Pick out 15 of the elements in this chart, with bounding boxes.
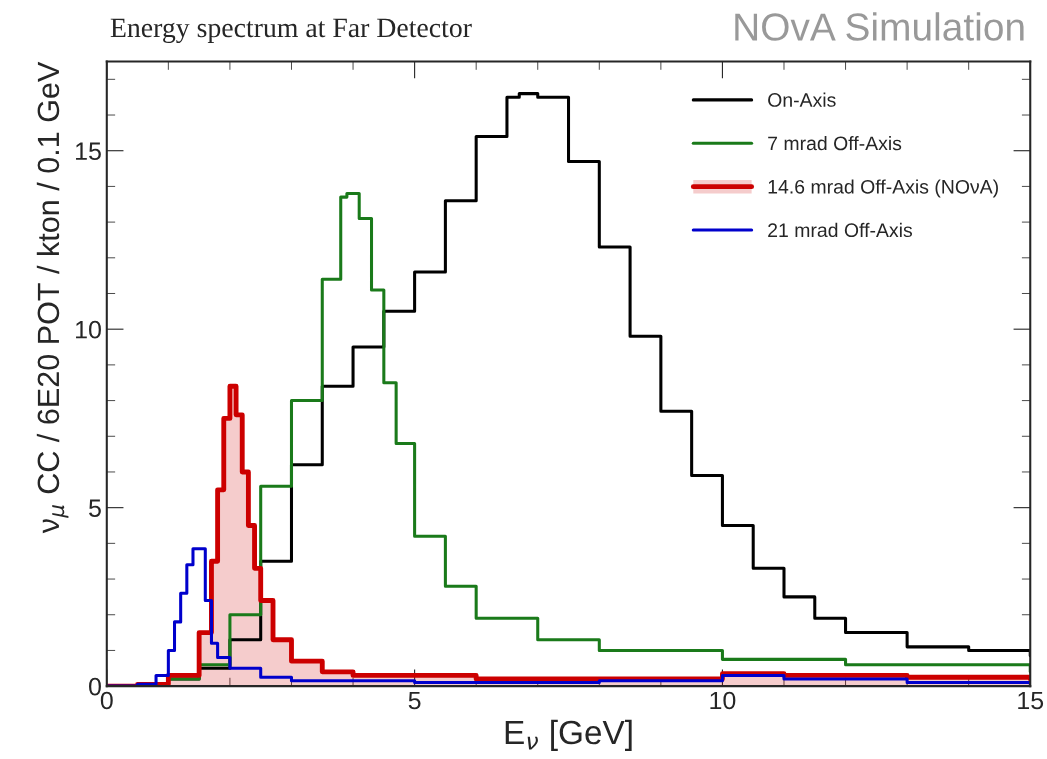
legend-label: 7 mrad Off-Axis [768, 135, 902, 151]
x-tick-label: 5 [408, 691, 421, 710]
y-axis-title: ν$_{μ}$ CC / 6E20 POT / kton / 0.1 GeV [36, 61, 69, 534]
x-tick-label: 15 [1018, 691, 1044, 710]
text: NOvA Simulation [735, 12, 1024, 41]
y-tick-label: 0 [89, 677, 101, 696]
y-tick-label: 10 [76, 320, 101, 339]
y-tick-label: 5 [89, 499, 101, 517]
legend-label: 14.6 mrad Off-Axis (NOνA) [768, 179, 998, 198]
chart-title: Energy spectrum at Far Detector [110, 18, 472, 43]
y-tick-label: 15 [76, 142, 101, 161]
x-tick-label: 10 [710, 691, 736, 710]
legend-label: 21 mrad Off-Axis [768, 222, 913, 238]
legend-label: On-Axis [768, 92, 836, 107]
x-axis-title: E$_{ν}$ [GeV] [505, 719, 632, 751]
